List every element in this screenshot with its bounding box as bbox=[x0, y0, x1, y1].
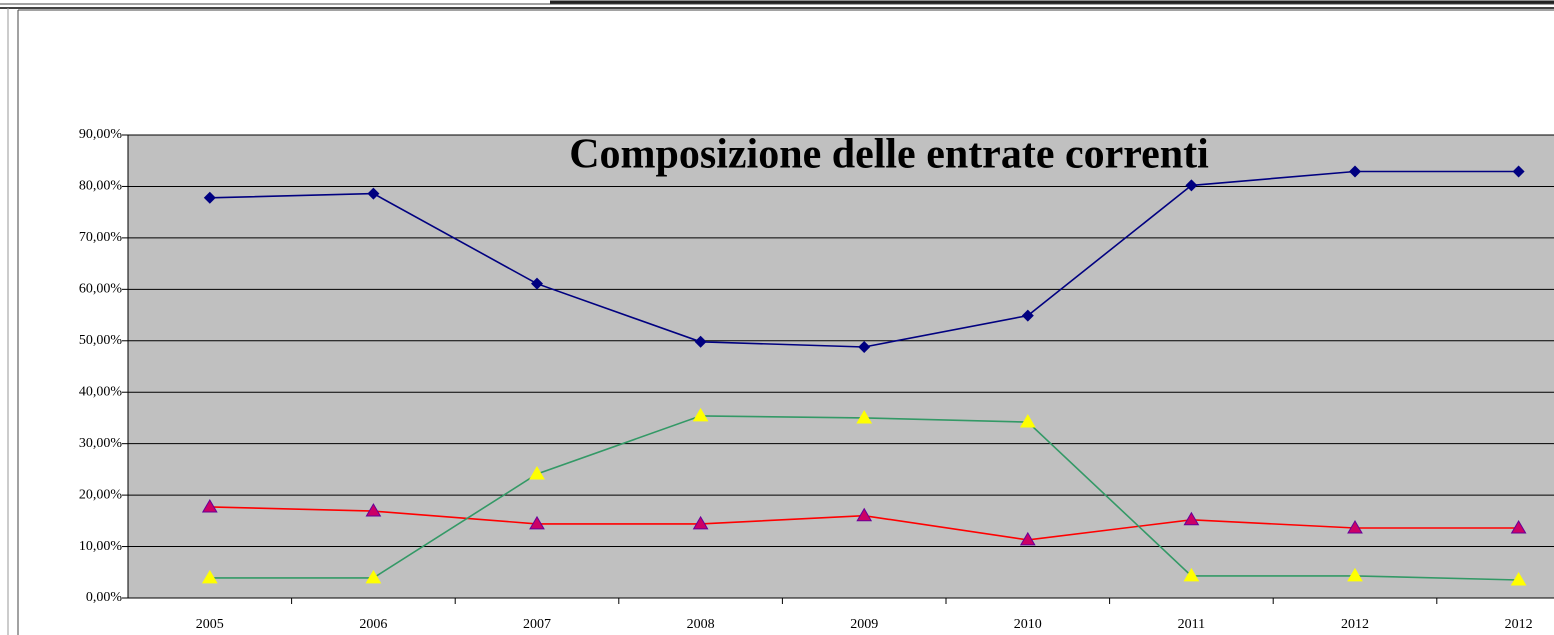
data-point bbox=[365, 503, 382, 517]
data-point bbox=[1510, 572, 1527, 586]
data-point bbox=[365, 569, 382, 584]
data-point bbox=[858, 340, 871, 353]
x-tick-label: 2012 bbox=[1505, 617, 1533, 632]
y-tick-label: 50,00% bbox=[79, 333, 123, 348]
x-tick-label: 2006 bbox=[359, 617, 387, 632]
x-tick-label: 2010 bbox=[1014, 617, 1042, 632]
data-point bbox=[1019, 531, 1036, 546]
x-tick-label: 2009 bbox=[850, 617, 878, 632]
y-tick-label: 90,00% bbox=[79, 127, 123, 142]
y-tick-label: 30,00% bbox=[79, 436, 123, 451]
y-tick-label: 40,00% bbox=[79, 384, 123, 399]
x-tick-label: 2005 bbox=[196, 617, 224, 632]
y-tick-label: 10,00% bbox=[79, 539, 123, 554]
data-point bbox=[856, 409, 873, 424]
data-point bbox=[1347, 520, 1363, 534]
x-tick-label: 2008 bbox=[687, 617, 715, 632]
data-point bbox=[1019, 414, 1036, 428]
data-point bbox=[529, 466, 545, 480]
y-tick-label: 60,00% bbox=[79, 282, 123, 297]
x-tick-label: 2011 bbox=[1178, 617, 1205, 632]
data-point bbox=[201, 498, 218, 513]
data-point bbox=[1185, 179, 1198, 192]
plot-area: 0,00% 10,00% 20,00% 30,00% 40,00% 50,00% 60,00… bbox=[79, 127, 1554, 632]
data-point bbox=[529, 515, 545, 530]
x-tick-label: 2007 bbox=[523, 617, 551, 632]
data-point bbox=[1183, 567, 1200, 582]
chart-title: Composizione delle entrate correnti bbox=[569, 132, 1209, 178]
data-point bbox=[531, 277, 543, 290]
y-tick-label: 0,00% bbox=[86, 590, 123, 605]
data-point bbox=[1183, 511, 1200, 526]
x-tick-label: 2012 bbox=[1341, 617, 1369, 632]
y-tick-label: 20,00% bbox=[79, 487, 123, 502]
data-point bbox=[1510, 520, 1527, 534]
data-point bbox=[694, 335, 707, 348]
data-point bbox=[1349, 165, 1361, 178]
plot-background bbox=[128, 135, 1554, 598]
data-point bbox=[367, 187, 380, 200]
data-point bbox=[1347, 567, 1363, 582]
data-point bbox=[692, 515, 709, 530]
data-point bbox=[856, 507, 873, 522]
y-tick-label: 70,00% bbox=[79, 230, 123, 245]
data-point bbox=[1021, 309, 1034, 322]
data-point bbox=[1512, 165, 1525, 178]
data-point bbox=[201, 569, 218, 584]
data-point bbox=[692, 407, 709, 422]
y-tick-label: 80,00% bbox=[79, 179, 123, 194]
data-point bbox=[203, 191, 216, 204]
